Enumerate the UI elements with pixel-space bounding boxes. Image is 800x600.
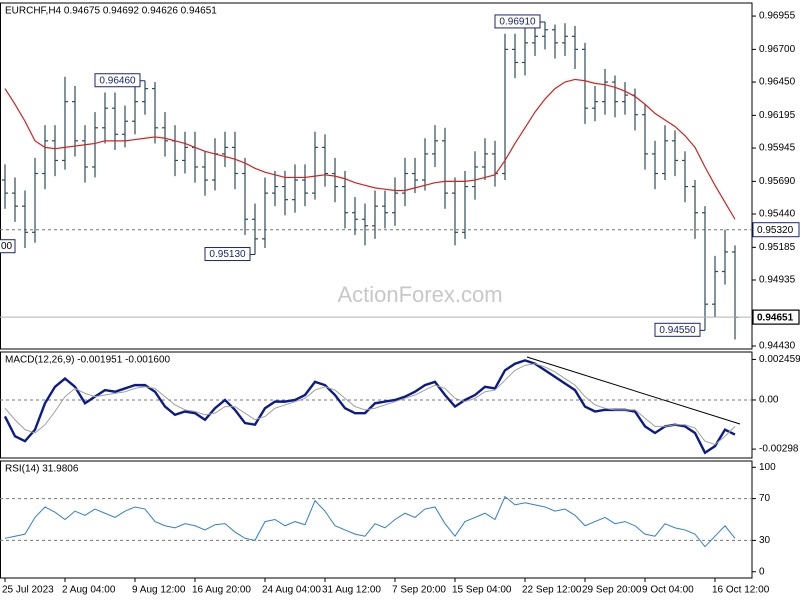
panel-title: MACD(12,26,9) -0.001951 -0.001600 xyxy=(5,355,171,366)
annotation-label: 0.96460 xyxy=(99,75,136,86)
annotation-box xyxy=(204,247,251,262)
annotation-box xyxy=(494,14,541,29)
x-tick-label: 29 Sep 20:00 xyxy=(582,585,642,596)
level-box xyxy=(752,222,800,238)
x-tick-label: 2 Aug 04:00 xyxy=(62,585,116,596)
annotation-label: 0.94550 xyxy=(659,325,696,336)
level-label: 0.95320 xyxy=(757,225,794,236)
last-price-box xyxy=(752,309,800,325)
series-line xyxy=(4,495,736,548)
trend-line xyxy=(526,356,741,425)
x-tick-label: 16 Oct 12:00 xyxy=(712,585,770,596)
y-tick-label: 0.96195 xyxy=(759,110,796,121)
annotation-box xyxy=(94,73,141,88)
y-tick-label: 0 xyxy=(759,566,765,577)
y-tick-label: 0.00 xyxy=(759,395,779,406)
panel-title: RSI(14) 31.9806 xyxy=(5,464,79,475)
y-tick-label: 30 xyxy=(759,535,771,546)
x-tick-label: 15 Sep 04:00 xyxy=(452,585,512,596)
y-tick-label: 0.95690 xyxy=(759,176,796,187)
annotation-box xyxy=(654,322,701,337)
series-line xyxy=(4,363,736,446)
x-tick-label: 7 Sep 20:00 xyxy=(392,585,446,596)
x-tick-label: 31 Aug 12:00 xyxy=(322,585,381,596)
moving-average xyxy=(4,78,736,220)
watermark: ActionForex.com xyxy=(337,282,502,307)
last-price-label: 0.94651 xyxy=(757,312,794,323)
y-tick-label: 0.96450 xyxy=(759,77,796,88)
x-tick-label: 9 Aug 12:00 xyxy=(132,585,186,596)
y-tick-label: -0.00298 xyxy=(759,444,799,455)
y-tick-label: 100 xyxy=(759,462,776,473)
y-tick-label: 0.96955 xyxy=(759,11,796,22)
x-tick-label: 22 Sep 12:00 xyxy=(522,585,582,596)
level-left-label: 00 xyxy=(1,241,13,252)
x-tick-label: 9 Oct 04:00 xyxy=(642,585,694,596)
y-tick-label: 0.94430 xyxy=(759,341,796,352)
y-tick-label: 70 xyxy=(759,493,771,504)
x-tick-label: 25 Jul 2023 xyxy=(2,585,54,596)
y-tick-label: 0.95185 xyxy=(759,242,796,253)
panel-frame xyxy=(0,460,753,579)
y-tick-label: 0.95945 xyxy=(759,143,796,154)
annotation-label: 0.96910 xyxy=(499,17,536,28)
panel-title: EURCHF,H4 0.94675 0.94692 0.94626 0.9465… xyxy=(5,6,217,17)
y-tick-label: 0.96700 xyxy=(759,44,796,55)
x-tick-label: 16 Aug 20:00 xyxy=(192,585,251,596)
x-tick-label: 24 Aug 04:00 xyxy=(262,585,321,596)
y-tick-label: 0.002459 xyxy=(759,354,800,365)
level-left-box xyxy=(0,239,16,254)
panel-frame xyxy=(0,2,753,350)
panel-frame xyxy=(0,351,753,459)
y-tick-label: 0.94935 xyxy=(759,275,796,286)
y-tick-label: 0.95440 xyxy=(759,209,796,220)
annotation-label: 0.95130 xyxy=(209,249,246,260)
